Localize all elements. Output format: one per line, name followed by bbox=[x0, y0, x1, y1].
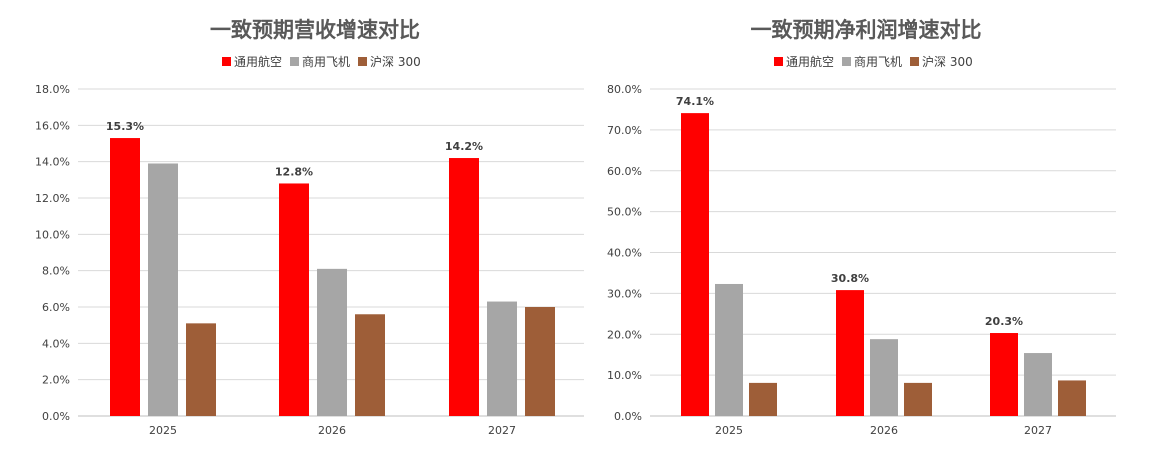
bar-2-2 bbox=[525, 307, 555, 416]
y-tick-label: 16.0% bbox=[35, 119, 70, 132]
legend-label-2: 沪深 300 bbox=[922, 55, 973, 69]
chart-title: 一致预期净利润增速对比 bbox=[751, 17, 982, 42]
data-label: 12.8% bbox=[275, 165, 313, 178]
legend-label-0: 通用航空 bbox=[234, 54, 282, 69]
bar-1-1 bbox=[870, 339, 898, 416]
y-tick-label: 30.0% bbox=[607, 287, 642, 300]
bar-0-1 bbox=[836, 290, 864, 416]
legend-swatch-1 bbox=[290, 57, 299, 66]
bar-0-2 bbox=[449, 158, 479, 417]
data-label: 14.2% bbox=[445, 140, 483, 153]
y-tick-label: 14.0% bbox=[35, 156, 70, 169]
x-category-label: 2026 bbox=[318, 424, 346, 437]
legend-swatch-2 bbox=[910, 57, 919, 66]
x-category-label: 2027 bbox=[488, 424, 516, 437]
data-label: 20.3% bbox=[985, 315, 1023, 328]
y-tick-label: 18.0% bbox=[35, 83, 70, 96]
legend-label-2: 沪深 300 bbox=[370, 55, 421, 69]
bar-1-0 bbox=[715, 283, 743, 416]
legend-label-1: 商用飞机 bbox=[854, 54, 902, 69]
legend-label-0: 通用航空 bbox=[786, 54, 834, 69]
y-tick-label: 40.0% bbox=[607, 247, 642, 260]
bar-2-1 bbox=[904, 382, 932, 416]
y-tick-label: 12.0% bbox=[35, 192, 70, 205]
x-category-label: 2026 bbox=[870, 424, 898, 437]
y-tick-label: 6.0% bbox=[42, 301, 70, 314]
legend-swatch-1 bbox=[842, 57, 851, 66]
legend-swatch-2 bbox=[358, 57, 367, 66]
y-tick-label: 0.0% bbox=[42, 410, 70, 423]
y-tick-label: 8.0% bbox=[42, 265, 70, 278]
y-tick-label: 10.0% bbox=[607, 369, 642, 382]
legend-swatch-0 bbox=[222, 57, 231, 66]
y-tick-label: 50.0% bbox=[607, 206, 642, 219]
bar-0-0 bbox=[681, 113, 709, 417]
bar-2-0 bbox=[186, 323, 216, 416]
y-tick-label: 60.0% bbox=[607, 165, 642, 178]
bar-1-2 bbox=[487, 301, 517, 416]
y-tick-label: 10.0% bbox=[35, 228, 70, 241]
x-category-label: 2025 bbox=[715, 424, 743, 437]
y-tick-label: 4.0% bbox=[42, 337, 70, 350]
data-label: 30.8% bbox=[831, 272, 869, 285]
bar-1-2 bbox=[1024, 353, 1052, 416]
legend-label-1: 商用飞机 bbox=[302, 54, 350, 69]
x-category-label: 2027 bbox=[1024, 424, 1052, 437]
y-tick-label: 20.0% bbox=[607, 328, 642, 341]
x-category-label: 2025 bbox=[149, 424, 177, 437]
bar-1-1 bbox=[317, 268, 347, 416]
bar-2-0 bbox=[749, 382, 777, 416]
y-tick-label: 70.0% bbox=[607, 124, 642, 137]
bar-0-2 bbox=[990, 333, 1018, 416]
bar-0-0 bbox=[110, 138, 140, 417]
bar-0-1 bbox=[279, 183, 309, 416]
data-label: 74.1% bbox=[676, 95, 714, 108]
y-tick-label: 80.0% bbox=[607, 83, 642, 96]
bar-1-0 bbox=[148, 163, 178, 416]
bar-2-1 bbox=[355, 314, 385, 416]
chart-title: 一致预期营收增速对比 bbox=[210, 17, 420, 42]
legend-swatch-0 bbox=[774, 57, 783, 66]
y-tick-label: 2.0% bbox=[42, 374, 70, 387]
bar-2-2 bbox=[1058, 380, 1086, 416]
data-label: 15.3% bbox=[106, 120, 144, 133]
y-tick-label: 0.0% bbox=[614, 410, 642, 423]
